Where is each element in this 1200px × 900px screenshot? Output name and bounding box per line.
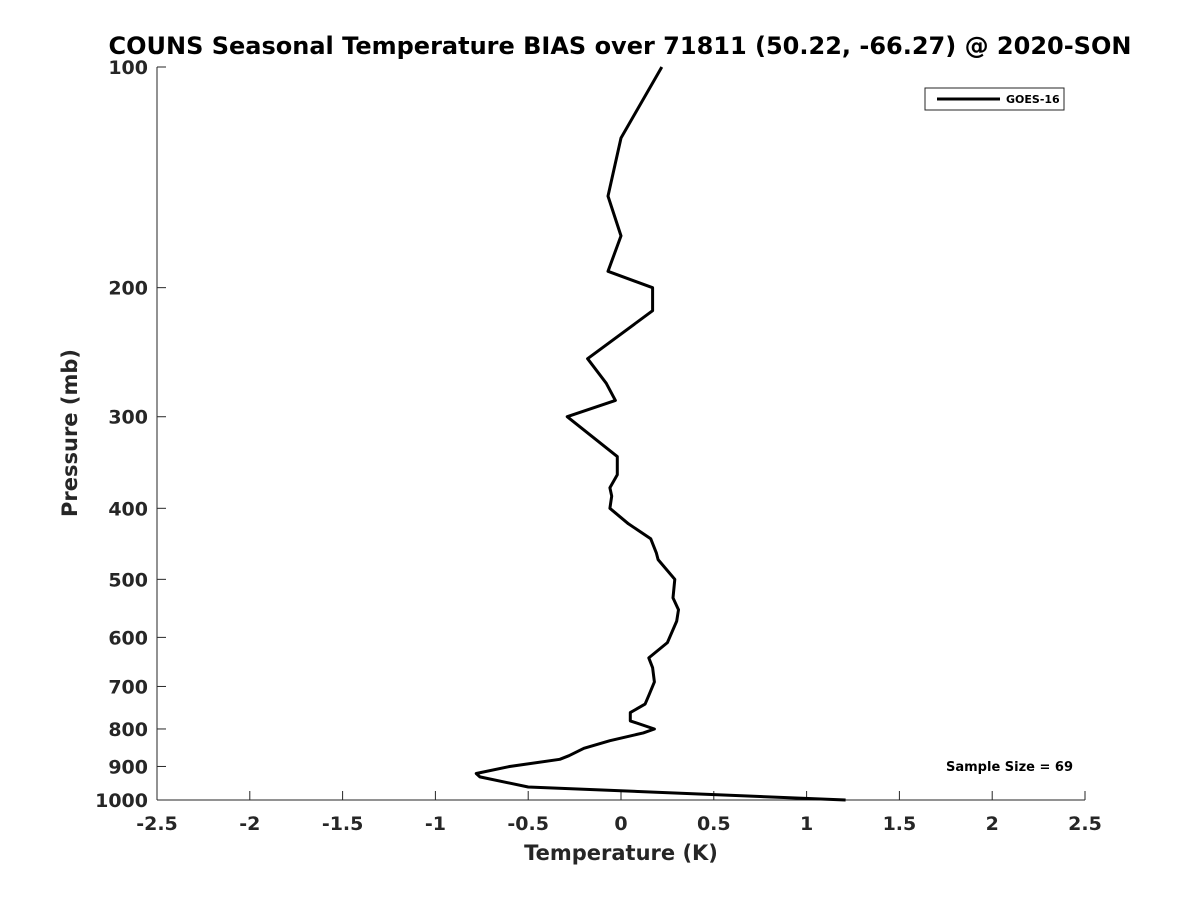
x-axis-label: Temperature (K) <box>524 841 718 865</box>
chart-title: COUNS Seasonal Temperature BIAS over 718… <box>109 32 1132 60</box>
series-line-goes16 <box>474 66 846 802</box>
y-tick-label: 200 <box>108 278 148 300</box>
x-tick-label: -0.5 <box>507 813 549 835</box>
y-tick-label: 700 <box>108 676 148 698</box>
legend: GOES-16 <box>924 87 1065 111</box>
x-tick-label: 1.5 <box>883 813 917 835</box>
legend-label: GOES-16 <box>1006 93 1060 106</box>
y-tick-label: 100 <box>108 57 148 79</box>
x-tick-label: 0.5 <box>697 813 731 835</box>
y-axis-ticks: 100 200 300 400 500 600 700 800 900 1000 <box>95 57 166 812</box>
y-tick-label: 600 <box>108 627 148 649</box>
x-tick-label: -1 <box>425 813 446 835</box>
sample-size-annotation: Sample Size = 69 <box>946 760 1073 775</box>
x-tick-label: 2.5 <box>1068 813 1102 835</box>
y-axis-label: Pressure (mb) <box>58 349 82 517</box>
x-tick-label: -1.5 <box>322 813 364 835</box>
x-tick-label: 1 <box>800 813 813 835</box>
y-tick-label: 400 <box>108 498 148 520</box>
x-tick-label: 2 <box>986 813 999 835</box>
y-tick-label: 500 <box>108 569 148 591</box>
y-tick-label: 800 <box>108 719 148 741</box>
x-tick-label: -2.5 <box>136 813 178 835</box>
y-tick-label: 900 <box>108 756 148 778</box>
plot-area <box>156 67 1085 801</box>
x-axis-ticks: -2.5 -2 -1.5 -1 -0.5 0 0.5 1 1.5 2 2.5 <box>136 791 1102 835</box>
x-tick-label: -2 <box>239 813 260 835</box>
y-tick-label: 1000 <box>95 790 148 812</box>
x-tick-label: 0 <box>614 813 627 835</box>
y-tick-label: 300 <box>108 407 148 429</box>
